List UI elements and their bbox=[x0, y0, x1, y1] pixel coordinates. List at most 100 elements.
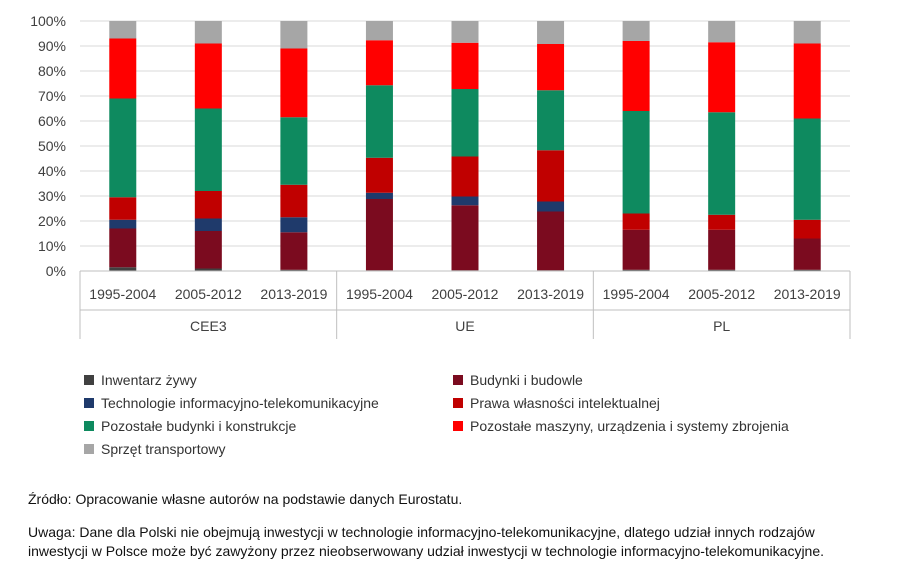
legend-item: Pozostałe maszyny, urządzenia i systemy … bbox=[453, 418, 789, 434]
bar-segment bbox=[280, 184, 308, 218]
legend-label: Budynki i budowle bbox=[470, 372, 583, 388]
x-tick-label: 1995-2004 bbox=[89, 286, 156, 302]
bar-segment bbox=[793, 219, 821, 239]
bar-segment bbox=[622, 111, 650, 214]
bar-segment bbox=[194, 21, 222, 44]
y-tick-label: 0% bbox=[46, 263, 66, 279]
bar-segment bbox=[451, 156, 479, 197]
bar-segment bbox=[793, 269, 821, 271]
y-tick-label: 40% bbox=[38, 163, 66, 179]
y-tick-label: 50% bbox=[38, 138, 66, 154]
bar-segment bbox=[708, 229, 736, 270]
bar-segment bbox=[622, 229, 650, 270]
x-tick-label: 2013-2019 bbox=[260, 286, 327, 302]
remark-note: Uwaga: Dane dla Polski nie obejmują inwe… bbox=[28, 524, 825, 559]
x-tick-label: 1995-2004 bbox=[603, 286, 670, 302]
legend-item: Prawa własności intelektualnej bbox=[453, 395, 660, 411]
x-tick-label: 2005-2012 bbox=[432, 286, 499, 302]
bar-segment bbox=[280, 117, 308, 185]
bar-segment bbox=[109, 38, 137, 99]
x-tick-label: 1995-2004 bbox=[346, 286, 413, 302]
bar-segment bbox=[708, 112, 736, 215]
bar-segment bbox=[109, 228, 137, 268]
x-tick-label: 2013-2019 bbox=[774, 286, 841, 302]
legend-item: Pozostałe budynki i konstrukcje bbox=[84, 418, 296, 434]
bar-segment bbox=[109, 219, 137, 229]
bar-segment bbox=[708, 21, 736, 43]
bar-segment bbox=[194, 268, 222, 271]
y-tick-label: 90% bbox=[38, 38, 66, 54]
group-label: UE bbox=[455, 318, 474, 334]
bar-segment bbox=[793, 43, 821, 119]
bar-segment bbox=[451, 89, 479, 157]
bar-segment bbox=[280, 21, 308, 49]
bar-segment bbox=[537, 44, 565, 91]
y-tick-label: 100% bbox=[30, 13, 66, 29]
bar-segment bbox=[194, 43, 222, 109]
bar-segment bbox=[537, 21, 565, 44]
y-tick-label: 10% bbox=[38, 238, 66, 254]
group-label: CEE3 bbox=[190, 318, 227, 334]
bar-segment bbox=[622, 269, 650, 271]
x-tick-label: 2005-2012 bbox=[175, 286, 242, 302]
legend-label: Technologie informacyjno-telekomunikacyj… bbox=[101, 395, 379, 411]
bar-segment bbox=[537, 90, 565, 151]
bar-segment bbox=[280, 48, 308, 118]
bar-segment bbox=[194, 191, 222, 219]
legend-label: Pozostałe budynki i konstrukcje bbox=[101, 418, 297, 434]
bar-segment bbox=[365, 40, 393, 86]
y-tick-label: 70% bbox=[38, 88, 66, 104]
legend-item: Budynki i budowle bbox=[453, 372, 583, 388]
bar-segment bbox=[365, 21, 393, 41]
bar-segment bbox=[793, 238, 821, 270]
legend-label: Prawa własności intelektualnej bbox=[470, 395, 660, 411]
bar-segment bbox=[708, 214, 736, 230]
bar-segment bbox=[622, 41, 650, 111]
bar-segment bbox=[793, 21, 821, 44]
bar-segment bbox=[451, 21, 479, 43]
bar-segment bbox=[537, 201, 565, 212]
bar-segment bbox=[622, 21, 650, 41]
legend-label: Sprzęt transportowy bbox=[101, 441, 226, 457]
legend-item: Technologie informacyjno-telekomunikacyj… bbox=[84, 395, 379, 411]
stacked-bar-chart: 0% 10% 20% 30% 40% 50% 60% 70% 80% 90% 100% 1995-20… bbox=[30, 13, 851, 339]
bar-segment bbox=[109, 267, 137, 271]
legend-swatch bbox=[453, 398, 463, 408]
x-tick-label: 2013-2019 bbox=[517, 286, 584, 302]
bar-segment bbox=[451, 205, 479, 271]
group-label: PL bbox=[713, 318, 730, 334]
legend-swatch bbox=[453, 421, 463, 431]
bar-segment bbox=[280, 269, 308, 271]
bar-segment bbox=[109, 98, 137, 198]
x-tick-label: 2005-2012 bbox=[688, 286, 755, 302]
y-tick-label: 30% bbox=[38, 188, 66, 204]
bar-segment bbox=[109, 21, 137, 39]
bar-segment bbox=[793, 118, 821, 220]
bar-segment bbox=[537, 150, 565, 202]
legend-item: Sprzęt transportowy bbox=[84, 441, 226, 457]
legend-item: Inwentarz żywy bbox=[84, 372, 197, 388]
bar-segment bbox=[194, 231, 222, 269]
legend-swatch bbox=[84, 444, 94, 454]
bar-segment bbox=[451, 42, 479, 89]
y-tick-label: 60% bbox=[38, 113, 66, 129]
bar-segment bbox=[622, 213, 650, 230]
bar-segment bbox=[365, 85, 393, 158]
bar-segment bbox=[280, 217, 308, 233]
bar-segment bbox=[194, 108, 222, 191]
bar-segment bbox=[365, 192, 393, 199]
bar-segment bbox=[280, 232, 308, 270]
y-tick-label: 80% bbox=[38, 63, 66, 79]
bar-segment bbox=[451, 196, 479, 206]
source-note: Źródło: Opracowanie własne autorów na po… bbox=[28, 491, 463, 507]
legend-swatch bbox=[84, 375, 94, 385]
legend-label: Inwentarz żywy bbox=[101, 372, 197, 388]
legend-label: Pozostałe maszyny, urządzenia i systemy … bbox=[470, 418, 789, 434]
bar-segment bbox=[708, 42, 736, 113]
y-tick-label: 20% bbox=[38, 213, 66, 229]
bar-segment bbox=[365, 199, 393, 271]
legend-swatch bbox=[453, 375, 463, 385]
bar-segment bbox=[194, 218, 222, 231]
bar-segment bbox=[537, 211, 565, 271]
bar-segment bbox=[109, 197, 137, 220]
